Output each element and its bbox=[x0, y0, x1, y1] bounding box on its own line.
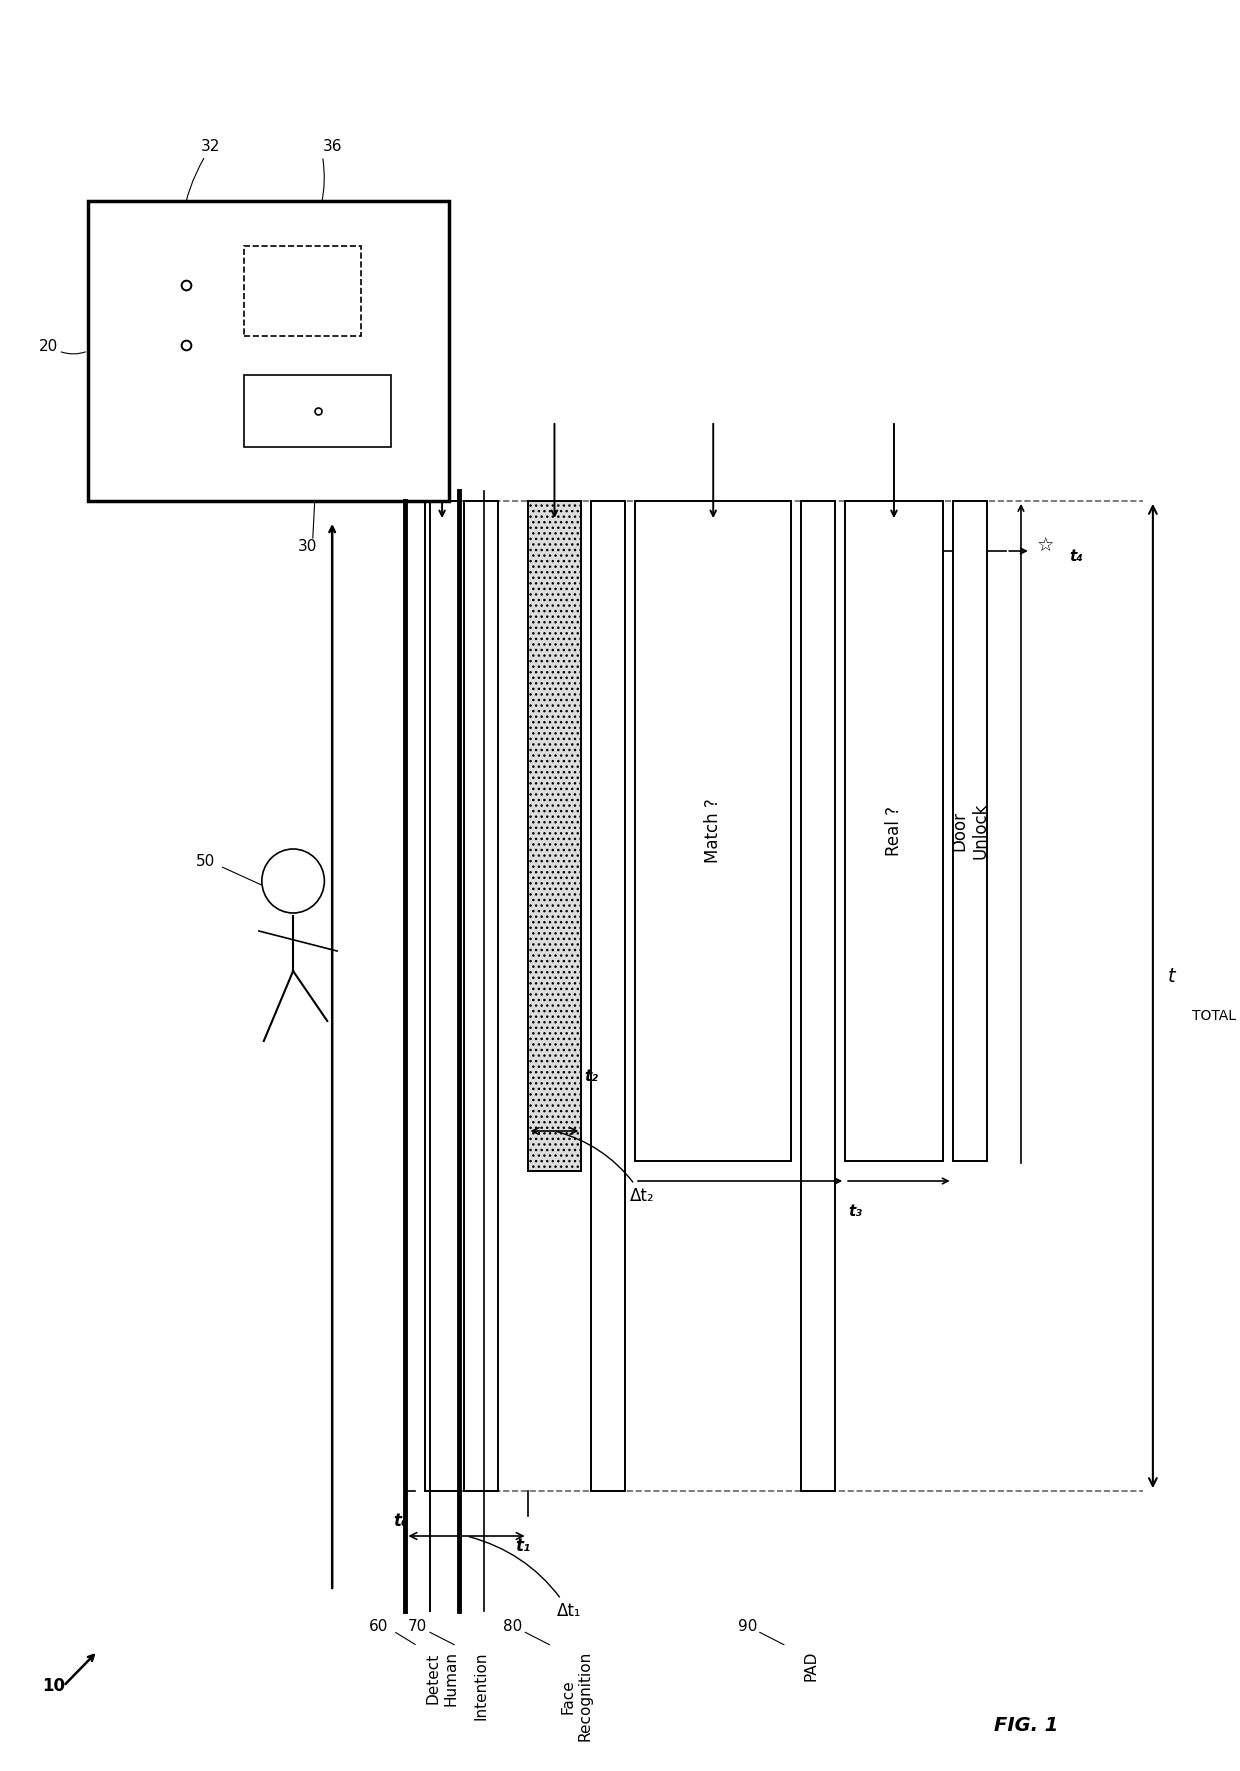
Bar bbox=[464, 501, 498, 1491]
Text: t₂: t₂ bbox=[584, 1070, 598, 1084]
Bar bbox=[244, 375, 391, 446]
Text: 36: 36 bbox=[322, 138, 342, 154]
Text: t₄: t₄ bbox=[1070, 549, 1084, 563]
Bar bbox=[591, 501, 625, 1491]
Text: t₀: t₀ bbox=[393, 1512, 408, 1530]
Text: 60: 60 bbox=[370, 1619, 388, 1635]
Bar bbox=[88, 200, 449, 501]
Text: 70: 70 bbox=[408, 1619, 428, 1635]
Bar bbox=[527, 501, 582, 1171]
Bar bbox=[952, 501, 987, 1162]
Text: 34: 34 bbox=[126, 459, 146, 475]
Text: 20: 20 bbox=[40, 338, 58, 354]
Text: Match ?: Match ? bbox=[704, 799, 722, 864]
Text: 10: 10 bbox=[42, 1677, 66, 1695]
Text: t₁: t₁ bbox=[515, 1537, 531, 1555]
Text: 50: 50 bbox=[196, 854, 215, 870]
Text: PAD: PAD bbox=[804, 1651, 818, 1681]
Text: ☆: ☆ bbox=[1037, 537, 1054, 556]
Text: Door
Unlock: Door Unlock bbox=[950, 802, 990, 859]
Bar bbox=[846, 501, 942, 1162]
Bar bbox=[244, 246, 362, 336]
Bar bbox=[801, 501, 836, 1491]
Text: 90: 90 bbox=[738, 1619, 758, 1635]
Text: TOTAL: TOTAL bbox=[1192, 1009, 1236, 1024]
Text: Real ?: Real ? bbox=[885, 806, 903, 855]
Bar bbox=[425, 501, 459, 1491]
Text: FIG. 1: FIG. 1 bbox=[993, 1716, 1058, 1736]
Text: Intention: Intention bbox=[474, 1651, 489, 1720]
Text: t: t bbox=[1168, 967, 1176, 985]
Text: 32: 32 bbox=[201, 138, 219, 154]
Bar bbox=[635, 501, 791, 1162]
Text: Face
Recognition: Face Recognition bbox=[560, 1651, 593, 1741]
Text: 30: 30 bbox=[298, 538, 317, 554]
Text: Δt₂: Δt₂ bbox=[557, 1132, 655, 1204]
Text: 80: 80 bbox=[503, 1619, 522, 1635]
Text: t₃: t₃ bbox=[848, 1204, 862, 1218]
Text: Detect
Human: Detect Human bbox=[425, 1651, 459, 1705]
Text: Δt₁: Δt₁ bbox=[469, 1537, 582, 1620]
